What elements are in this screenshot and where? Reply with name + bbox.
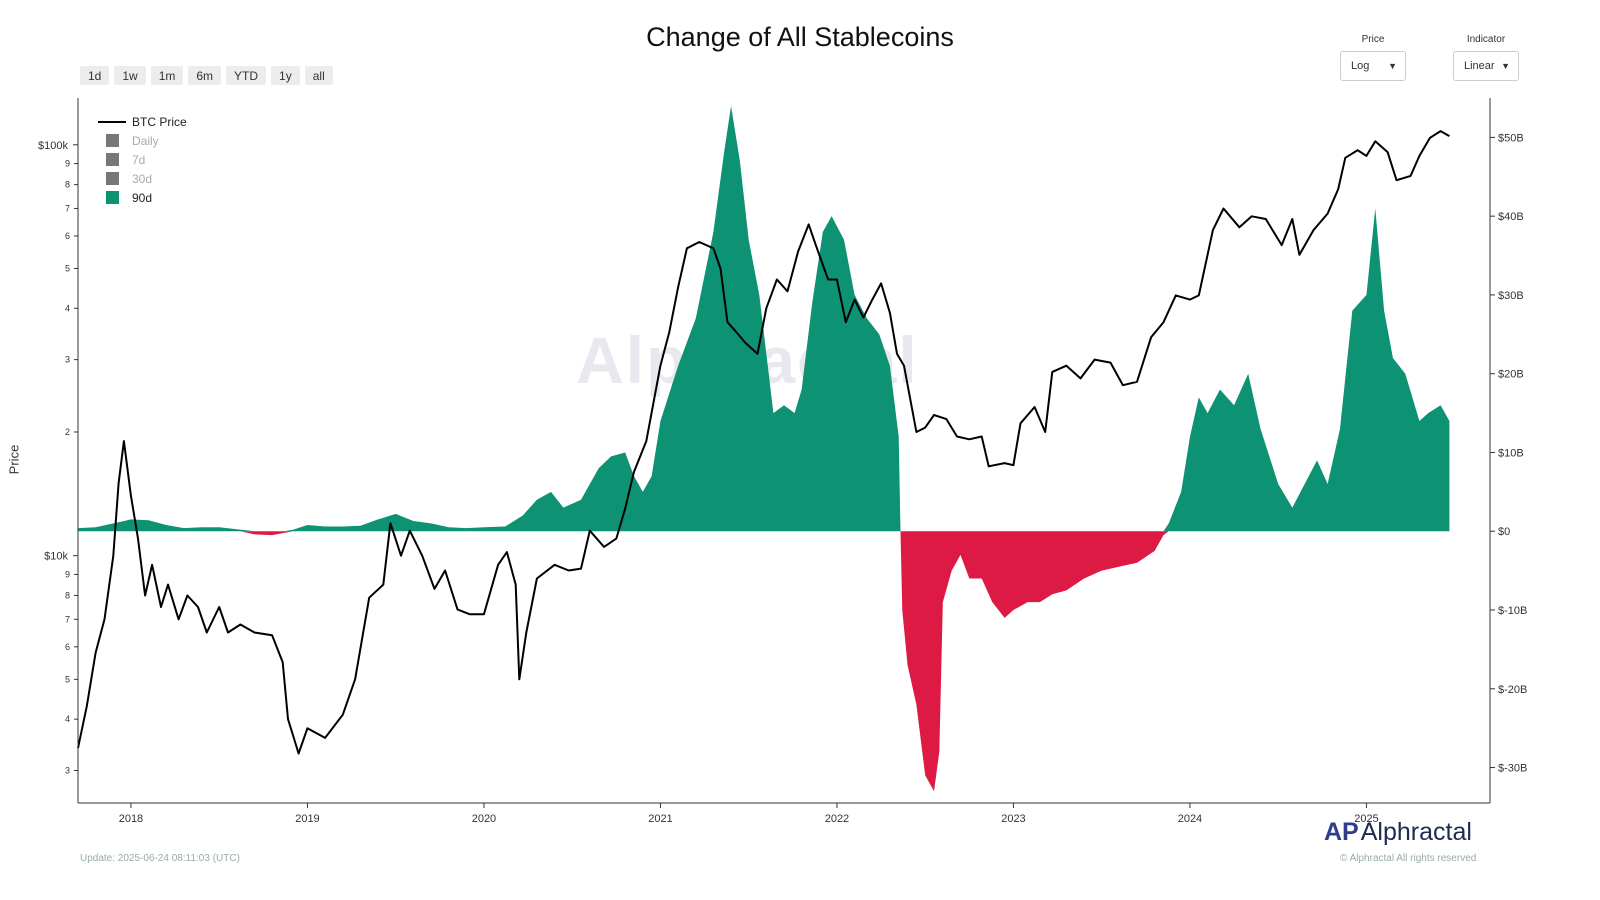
alphractal-logo-icon: AP bbox=[1324, 818, 1359, 846]
brand-logo: AP Alphractal bbox=[1324, 818, 1472, 847]
legend-item-7d[interactable]: 7d bbox=[98, 150, 187, 169]
left-minor-label: 5 bbox=[65, 674, 70, 684]
left-minor-label: 4 bbox=[65, 714, 70, 724]
x-tick-label: 2025 bbox=[1354, 813, 1378, 825]
area-90d-negative bbox=[78, 531, 1450, 792]
left-minor-label: 5 bbox=[65, 263, 70, 273]
x-tick-label: 2022 bbox=[825, 813, 849, 825]
x-tick-label: 2020 bbox=[472, 813, 496, 825]
right-tick-label: $-10B bbox=[1498, 605, 1527, 617]
price-scale-control: Price Log ▼ bbox=[1340, 34, 1406, 81]
range-button-1y[interactable]: 1y bbox=[271, 66, 300, 85]
right-tick-label: $-20B bbox=[1498, 684, 1527, 696]
left-minor-label: 8 bbox=[65, 180, 70, 190]
x-tick-label: 2024 bbox=[1178, 813, 1202, 825]
price-scale-label: Price bbox=[1361, 34, 1385, 45]
left-major-label: $10k bbox=[44, 551, 68, 563]
left-minor-label: 7 bbox=[65, 614, 70, 624]
chart-legend: BTC Price Daily 7d 30d 90d bbox=[98, 112, 187, 207]
indicator-scale-dropdown[interactable]: Linear ▼ bbox=[1453, 51, 1519, 81]
update-timestamp: Update: 2025-06-24 08:11:03 (UTC) bbox=[80, 853, 240, 864]
left-minor-label: 9 bbox=[65, 159, 70, 169]
legend-item-btc-price[interactable]: BTC Price bbox=[98, 112, 187, 131]
x-tick-label: 2023 bbox=[1001, 813, 1025, 825]
legend-label: BTC Price bbox=[132, 114, 187, 129]
left-minor-label: 7 bbox=[65, 203, 70, 213]
left-minor-label: 8 bbox=[65, 590, 70, 600]
legend-label: 90d bbox=[132, 190, 153, 205]
left-minor-label: 9 bbox=[65, 569, 70, 579]
x-tick-label: 2021 bbox=[648, 813, 672, 825]
chart-title: Change of All Stablecoins bbox=[646, 22, 954, 52]
range-button-1m[interactable]: 1m bbox=[150, 66, 184, 85]
x-tick-label: 2018 bbox=[119, 813, 143, 825]
range-button-1w[interactable]: 1w bbox=[114, 66, 146, 85]
left-minor-label: 4 bbox=[65, 303, 70, 313]
indicator-scale-label: Indicator bbox=[1466, 34, 1506, 45]
indicator-scale-control: Indicator Linear ▼ bbox=[1453, 34, 1519, 81]
range-button-ytd[interactable]: YTD bbox=[226, 66, 267, 85]
right-tick-label: $-30B bbox=[1498, 763, 1527, 775]
legend-item-daily[interactable]: Daily bbox=[98, 131, 187, 150]
range-button-all[interactable]: all bbox=[304, 66, 333, 85]
left-minor-label: 6 bbox=[65, 231, 70, 241]
legend-box-swatch bbox=[106, 153, 119, 166]
copyright-text: © Alphractal All rights reserved bbox=[1340, 853, 1477, 864]
left-major-label: $100k bbox=[38, 140, 68, 152]
legend-box-swatch bbox=[106, 191, 119, 204]
btc-price-line bbox=[77, 130, 1450, 755]
legend-label: Daily bbox=[132, 133, 159, 148]
caret-down-icon: ▼ bbox=[1388, 61, 1397, 71]
left-minor-label: 3 bbox=[65, 355, 70, 365]
area-90d-positive bbox=[78, 105, 1450, 532]
left-minor-label: 6 bbox=[65, 642, 70, 652]
x-tick-label: 2019 bbox=[295, 813, 319, 825]
range-button-1d[interactable]: 1d bbox=[80, 66, 110, 85]
legend-label: 30d bbox=[132, 171, 153, 186]
right-tick-label: $30B bbox=[1498, 290, 1524, 302]
legend-box-swatch bbox=[106, 134, 119, 147]
range-selector: 1d 1w 1m 6m YTD 1y all bbox=[80, 66, 333, 85]
right-tick-label: $10B bbox=[1498, 447, 1524, 459]
price-scale-value: Log bbox=[1351, 60, 1370, 72]
indicator-scale-value: Linear bbox=[1464, 60, 1495, 72]
right-tick-label: $0 bbox=[1498, 526, 1510, 538]
caret-down-icon: ▼ bbox=[1501, 61, 1510, 71]
right-tick-label: $20B bbox=[1498, 369, 1524, 381]
brand-name: Alphractal bbox=[1360, 818, 1472, 846]
legend-box-swatch bbox=[106, 172, 119, 185]
legend-item-30d[interactable]: 30d bbox=[98, 169, 187, 188]
price-scale-dropdown[interactable]: Log ▼ bbox=[1340, 51, 1406, 81]
right-tick-label: $50B bbox=[1498, 132, 1524, 144]
range-button-6m[interactable]: 6m bbox=[188, 66, 222, 85]
legend-label: 7d bbox=[132, 152, 146, 167]
left-minor-label: 2 bbox=[65, 427, 70, 437]
legend-line-swatch bbox=[98, 120, 126, 123]
right-tick-label: $40B bbox=[1498, 211, 1524, 223]
left-minor-label: 3 bbox=[65, 765, 70, 775]
legend-item-90d[interactable]: 90d bbox=[98, 188, 187, 207]
